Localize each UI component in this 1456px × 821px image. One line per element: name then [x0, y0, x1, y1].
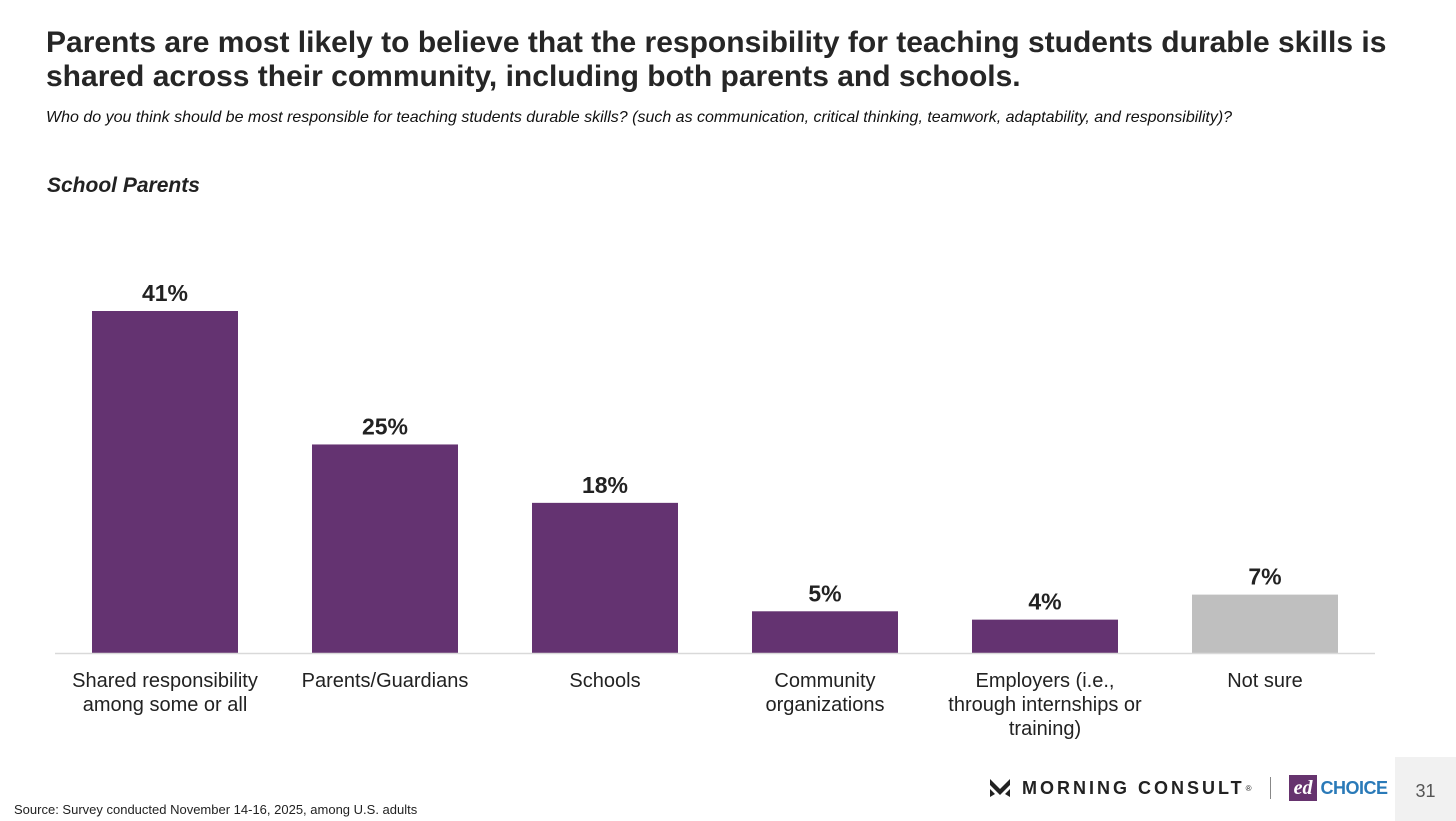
data-label-1: 25% — [362, 413, 408, 439]
data-label-2: 18% — [582, 472, 628, 498]
data-label-3: 5% — [808, 580, 841, 606]
slide-title: Parents are most likely to believe that … — [46, 26, 1387, 93]
data-label-0: 41% — [142, 280, 188, 306]
category-label-3: Community organizations — [766, 670, 885, 716]
bar-4 — [972, 619, 1118, 653]
category-label-0: Shared responsibility among some or all — [72, 670, 258, 716]
category-label-5: Not sure — [1227, 670, 1303, 692]
data-label-4: 4% — [1028, 589, 1061, 615]
logo-bar: MORNING CONSULT ® ed CHOICE — [988, 772, 1388, 804]
page-number-box: 31 — [1395, 757, 1456, 821]
audience-label: School Parents — [47, 174, 200, 197]
page-number: 31 — [1415, 781, 1436, 801]
bar-3 — [752, 611, 898, 653]
edchoice-logo-mark: ed — [1288, 775, 1318, 801]
morning-consult-logo-text: MORNING CONSULT — [1022, 777, 1245, 798]
category-label-1: Parents/Guardians — [302, 670, 469, 692]
source-note: Source: Survey conducted November 14-16,… — [14, 802, 418, 817]
bar-0 — [92, 311, 238, 653]
edchoice-logo-text: CHOICE — [1320, 777, 1388, 798]
bar-1 — [312, 444, 458, 653]
survey-question: Who do you think should be most responsi… — [46, 109, 1233, 126]
category-label-4: Employers (i.e., through internships or tr… — [948, 670, 1142, 740]
registered-mark: ® — [1245, 783, 1252, 793]
logo-divider — [1269, 777, 1271, 799]
morning-consult-logo-icon — [990, 779, 1010, 797]
bar-2 — [532, 502, 678, 653]
category-label-2: Schools — [569, 670, 640, 692]
data-label-5: 7% — [1248, 564, 1281, 590]
bar-5 — [1192, 594, 1338, 653]
bar-chart: 41% Shared responsibility among some or al… — [55, 280, 1375, 740]
